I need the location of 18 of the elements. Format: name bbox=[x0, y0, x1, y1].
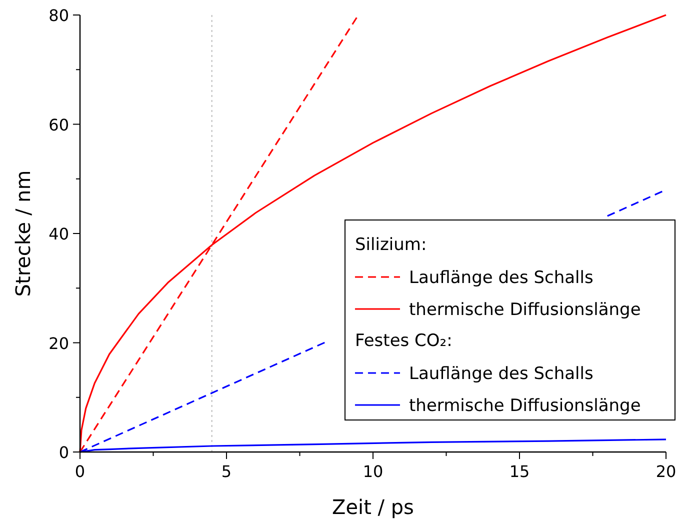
y-tick-label: 40 bbox=[48, 224, 69, 244]
y-tick-label: 60 bbox=[48, 115, 69, 134]
x-tick-label: 20 bbox=[656, 462, 676, 481]
x-tick-label: 5 bbox=[221, 462, 232, 481]
annotation: Silizium: bbox=[355, 235, 427, 255]
legend-label: thermische Diffusionslänge bbox=[409, 396, 641, 416]
x-tick-label: 15 bbox=[509, 462, 530, 481]
y-tick-label: 0 bbox=[58, 443, 69, 462]
x-axis-title: Zeit / ps bbox=[332, 495, 414, 519]
legend-label: Lauflänge des Schalls bbox=[409, 364, 594, 384]
legend-label: thermische Diffusionslänge bbox=[409, 300, 641, 320]
y-tick-label: 80 bbox=[48, 6, 69, 25]
x-tick-label: 10 bbox=[362, 462, 384, 481]
y-tick-label: 20 bbox=[48, 334, 69, 353]
x-tick-label: 0 bbox=[74, 462, 86, 481]
annotation: Festes CO₂: bbox=[355, 331, 452, 351]
y-axis-title: Strecke / nm bbox=[11, 170, 35, 297]
legend-label: Lauflänge des Schalls bbox=[409, 268, 594, 288]
